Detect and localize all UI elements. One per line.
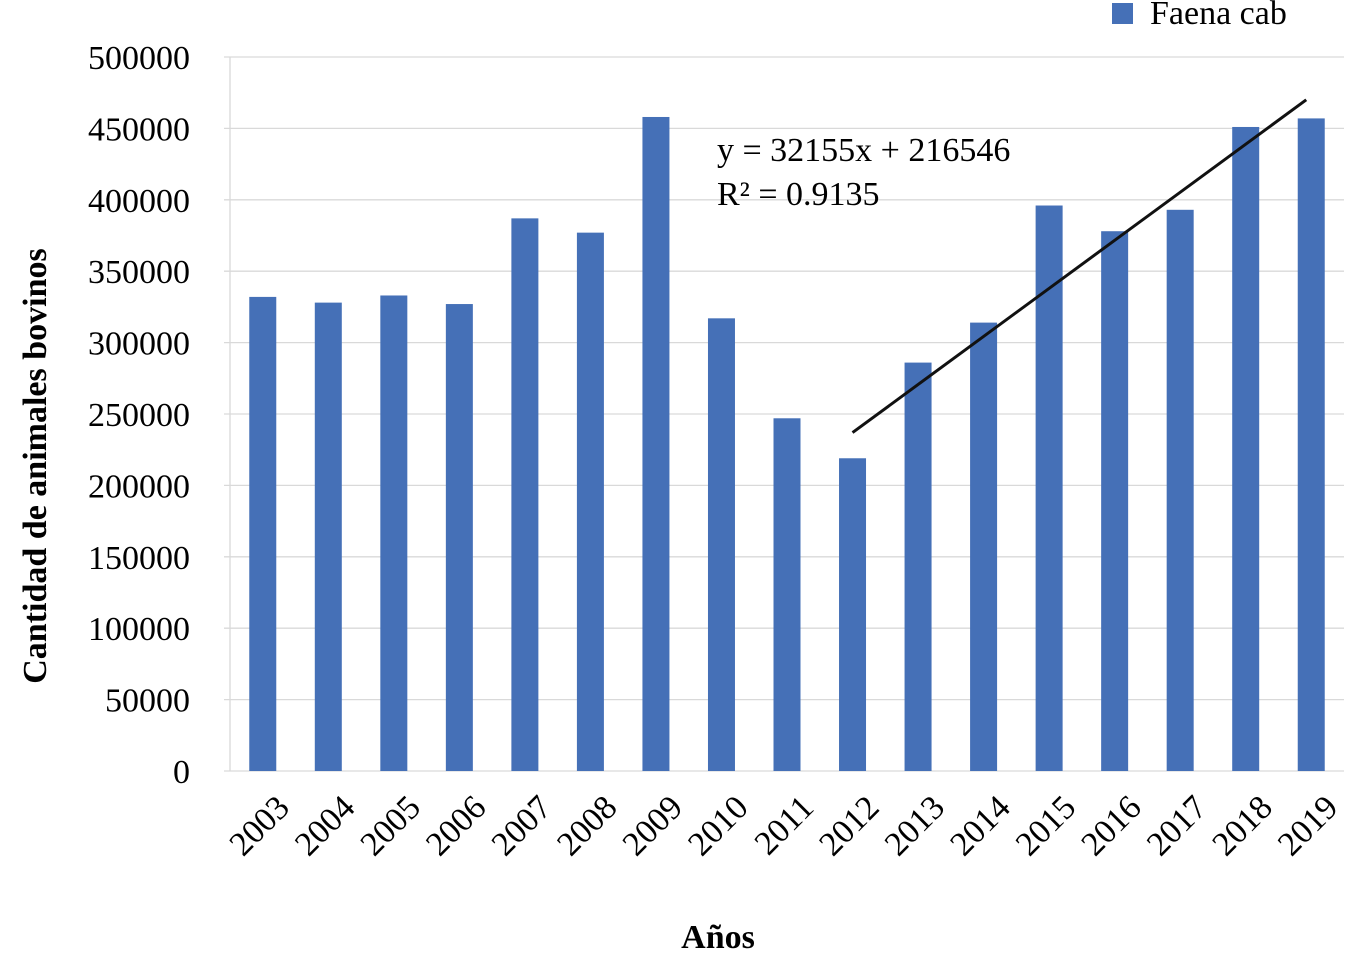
- x-tick-label: 2018: [1206, 789, 1280, 863]
- y-tick-label: 100000: [88, 611, 190, 648]
- x-tick-label: 2005: [354, 789, 428, 863]
- bar: [773, 418, 801, 771]
- x-tick-label: 2009: [616, 789, 690, 863]
- y-axis-title: Cantidad de animales bovinos: [17, 248, 54, 684]
- x-tick-label: 2007: [485, 789, 559, 863]
- x-tick-label: 2012: [812, 789, 886, 863]
- x-tick-label: 2008: [550, 789, 624, 863]
- x-tick-label: 2004: [288, 789, 362, 863]
- x-tick-label: 2015: [1009, 789, 1083, 863]
- bar: [380, 295, 408, 771]
- bar: [1297, 118, 1325, 772]
- bar: [314, 302, 342, 771]
- bar: [642, 116, 670, 771]
- trendline: [851, 98, 1308, 434]
- bar: [576, 232, 604, 772]
- y-tick-label: 500000: [88, 40, 190, 77]
- bar: [904, 362, 932, 771]
- y-tick-label: 300000: [88, 326, 190, 363]
- x-tick-label: 2003: [223, 789, 297, 863]
- x-axis-title: Años: [681, 919, 755, 956]
- y-tick-label: 150000: [88, 540, 190, 577]
- y-tick-label: 50000: [105, 683, 190, 720]
- y-tick-label: 350000: [88, 254, 190, 291]
- legend-label: Faena cab: [1150, 0, 1287, 32]
- bar: [511, 218, 539, 771]
- y-tick-label: 200000: [88, 468, 190, 505]
- x-tick-label: 2011: [748, 789, 821, 862]
- legend-swatch: [1112, 3, 1133, 24]
- bar: [1166, 209, 1194, 771]
- bar: [1101, 231, 1129, 771]
- x-tick-label: 2019: [1271, 789, 1345, 863]
- x-tick-label: 2010: [681, 789, 755, 863]
- x-tick-label: 2006: [419, 789, 493, 863]
- y-tick-label: 250000: [88, 397, 190, 434]
- trendline-equation: y = 32155x + 216546: [717, 132, 1010, 169]
- bar: [707, 318, 735, 771]
- y-tick-label: 400000: [88, 183, 190, 220]
- x-tick-label: 2013: [878, 789, 952, 863]
- bar: [445, 304, 473, 771]
- y-tick-label: 450000: [88, 111, 190, 148]
- x-tick-label: 2017: [1140, 789, 1214, 863]
- y-tick-label: 0: [173, 754, 190, 791]
- trendline-r2: R² = 0.9135: [717, 176, 880, 213]
- bar: [970, 322, 998, 771]
- x-tick-label: 2014: [943, 789, 1017, 863]
- bar: [1035, 205, 1063, 772]
- bar: [249, 296, 277, 771]
- x-tick-label: 2016: [1074, 789, 1148, 863]
- bar: [839, 458, 867, 771]
- bar: [1232, 126, 1260, 772]
